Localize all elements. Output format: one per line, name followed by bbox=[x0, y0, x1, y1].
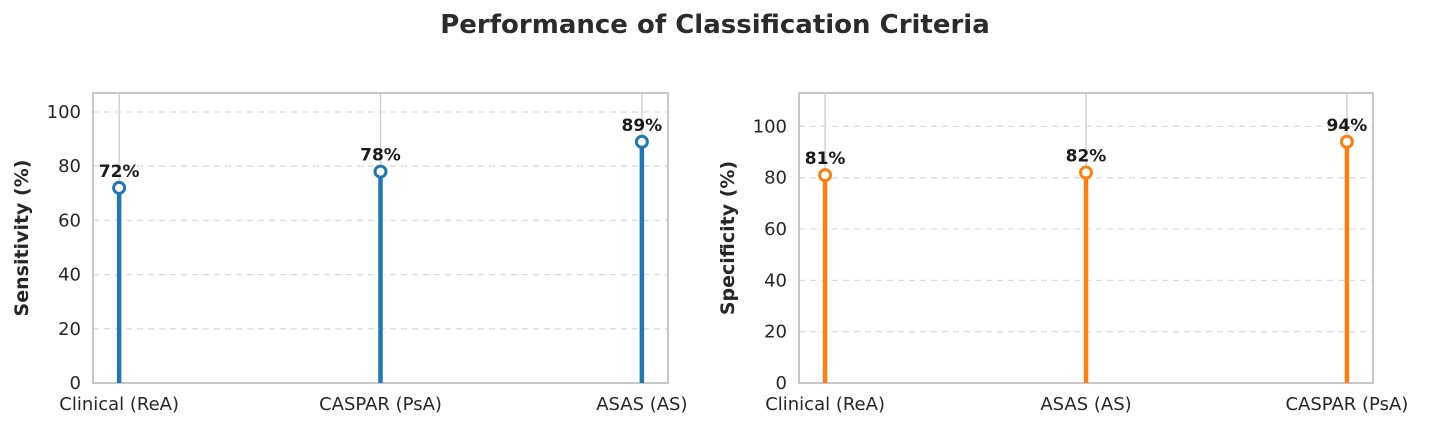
y-axis-label: Specificity (%) bbox=[717, 161, 739, 315]
ytick-label: 20 bbox=[58, 319, 81, 340]
stem-marker bbox=[1079, 165, 1093, 180]
y-axis-label: Sensitivity (%) bbox=[11, 160, 33, 317]
value-label: 78% bbox=[360, 146, 401, 166]
xtick-label: Clinical (ReA) bbox=[765, 394, 885, 415]
stem-marker bbox=[373, 164, 388, 179]
xtick-label: ASAS (AS) bbox=[1040, 394, 1131, 415]
xtick-label: ASAS (AS) bbox=[596, 394, 687, 415]
ytick-label: 40 bbox=[58, 265, 81, 286]
xtick-label: CASPAR (PsA) bbox=[1285, 394, 1408, 415]
stem-marker bbox=[634, 134, 649, 149]
ytick-label: 80 bbox=[764, 168, 787, 189]
ytick-label: 0 bbox=[70, 373, 81, 394]
stem-marker bbox=[1339, 134, 1354, 149]
stem-marker bbox=[818, 168, 833, 183]
ytick-label: 100 bbox=[753, 116, 787, 137]
value-label: 81% bbox=[805, 149, 846, 169]
ytick-label: 100 bbox=[47, 102, 81, 123]
value-label: 89% bbox=[622, 116, 663, 136]
ytick-label: 60 bbox=[58, 210, 81, 231]
xtick-label: CASPAR (PsA) bbox=[319, 394, 442, 415]
value-label: 72% bbox=[99, 162, 140, 182]
value-label: 82% bbox=[1066, 147, 1107, 167]
xtick-label: Clinical (ReA) bbox=[59, 394, 179, 415]
axes-sensitivity: 72% 78% 89% 0 20 40 60 80 100 Clinical (ReA) CASPA… bbox=[11, 92, 688, 415]
axes-specificity: 81% 82% 94% 0 20 40 60 80 100 Clinical (ReA) ASAS … bbox=[717, 92, 1408, 415]
ytick-label: 0 bbox=[776, 373, 787, 394]
ytick-label: 20 bbox=[764, 322, 787, 343]
value-label: 94% bbox=[1327, 116, 1368, 136]
stem-marker bbox=[112, 180, 127, 195]
ytick-label: 60 bbox=[764, 219, 787, 240]
ytick-label: 80 bbox=[58, 156, 81, 177]
figure-title: Performance of Classification Criteria bbox=[440, 10, 990, 40]
ytick-label: 40 bbox=[764, 270, 787, 291]
